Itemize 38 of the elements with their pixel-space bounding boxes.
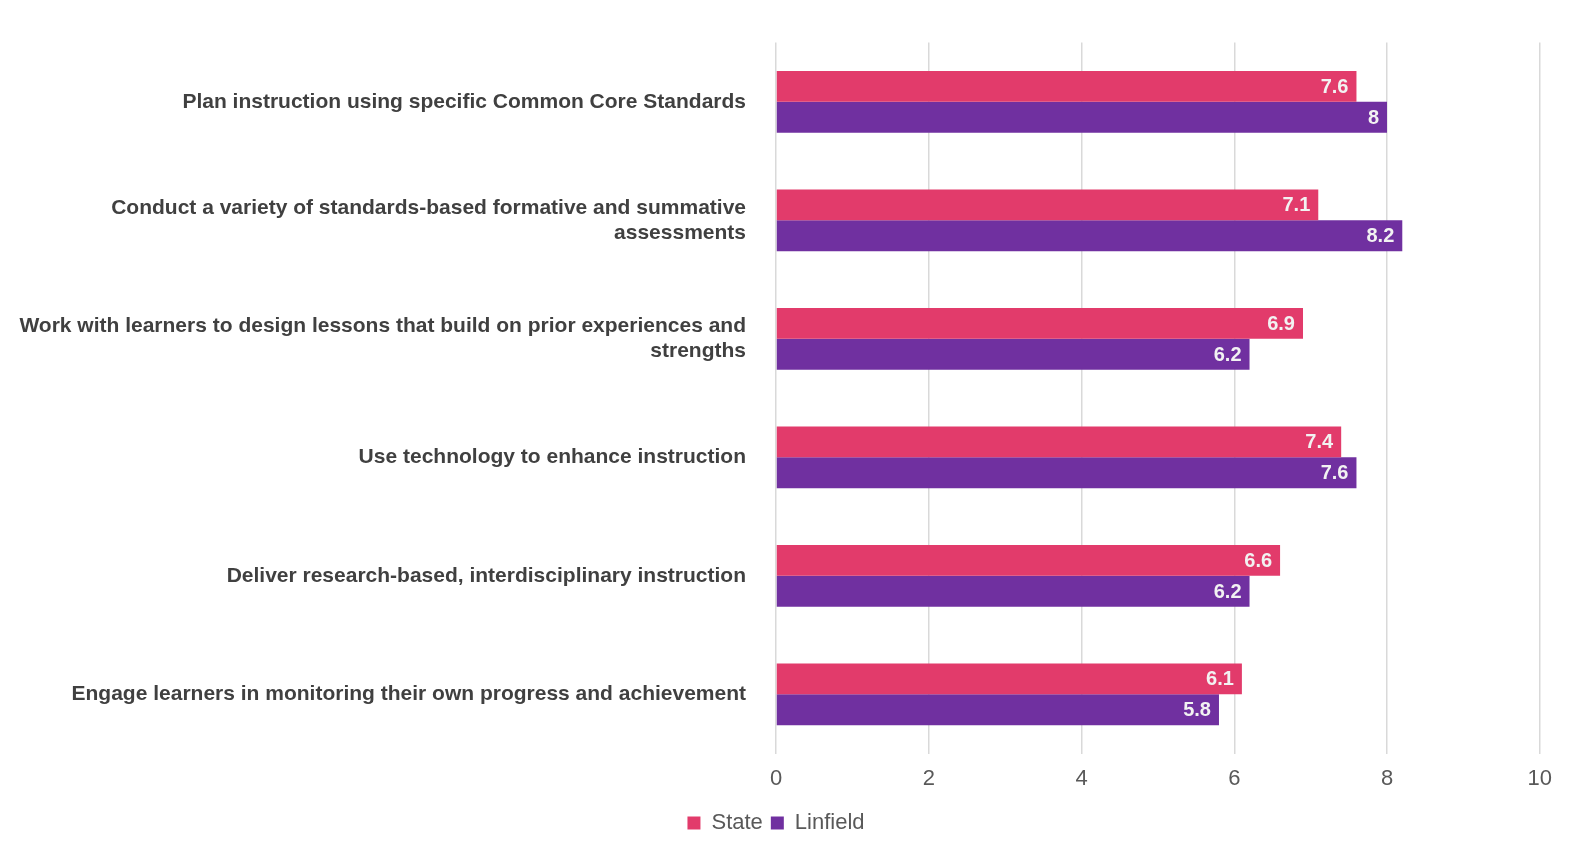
- data-label: 7.6: [1320, 74, 1349, 97]
- bar: [776, 545, 1281, 576]
- data-label: 6.2: [1213, 579, 1242, 602]
- data-label: 8.2: [1366, 224, 1395, 247]
- bar: [776, 101, 1388, 133]
- data-label: 6.9: [1267, 311, 1295, 334]
- bar: [776, 338, 1250, 370]
- bar: [776, 71, 1357, 102]
- y-tick-label: Engage learners in monitoring their own progress and achievement: [71, 681, 746, 705]
- bar: [776, 308, 1303, 339]
- x-tick-label: 10: [1527, 764, 1553, 790]
- y-tick-label: Plan instruction using specific Common Core Standards: [182, 88, 746, 112]
- x-tick-label: 6: [1228, 764, 1241, 790]
- bar: [776, 189, 1319, 221]
- x-tick-label: 2: [922, 764, 935, 790]
- bar: [776, 426, 1342, 458]
- data-label: 6.6: [1244, 548, 1273, 571]
- bar: [776, 220, 1403, 252]
- bar: [776, 694, 1219, 726]
- bar: [776, 663, 1242, 695]
- bar: [776, 575, 1250, 607]
- y-tick-label: Conduct a variety of standards-based formative and summative assessments: [111, 194, 746, 243]
- y-tick-label: Deliver research-based, interdisciplinary instruction: [226, 562, 746, 586]
- y-tick-label: Use technology to enhance instruction: [358, 444, 746, 468]
- legend-label: State: [711, 809, 763, 835]
- y-tick-label: Work with learners to design lessons that build on prior experiences and strengths: [19, 313, 746, 362]
- data-label: 8: [1367, 105, 1380, 128]
- data-label: 6.1: [1206, 667, 1234, 690]
- x-tick-label: 0: [769, 764, 783, 790]
- data-label: 7.6: [1320, 461, 1349, 484]
- bar: [776, 457, 1357, 489]
- legend-label: Linfield: [794, 809, 865, 835]
- data-label: 6.2: [1213, 342, 1242, 365]
- x-tick-label: 8: [1380, 764, 1394, 790]
- data-label: 7.1: [1282, 193, 1311, 216]
- data-label: 5.8: [1183, 698, 1211, 721]
- data-label: 7.4: [1305, 430, 1335, 453]
- x-tick-label: 4: [1075, 764, 1088, 790]
